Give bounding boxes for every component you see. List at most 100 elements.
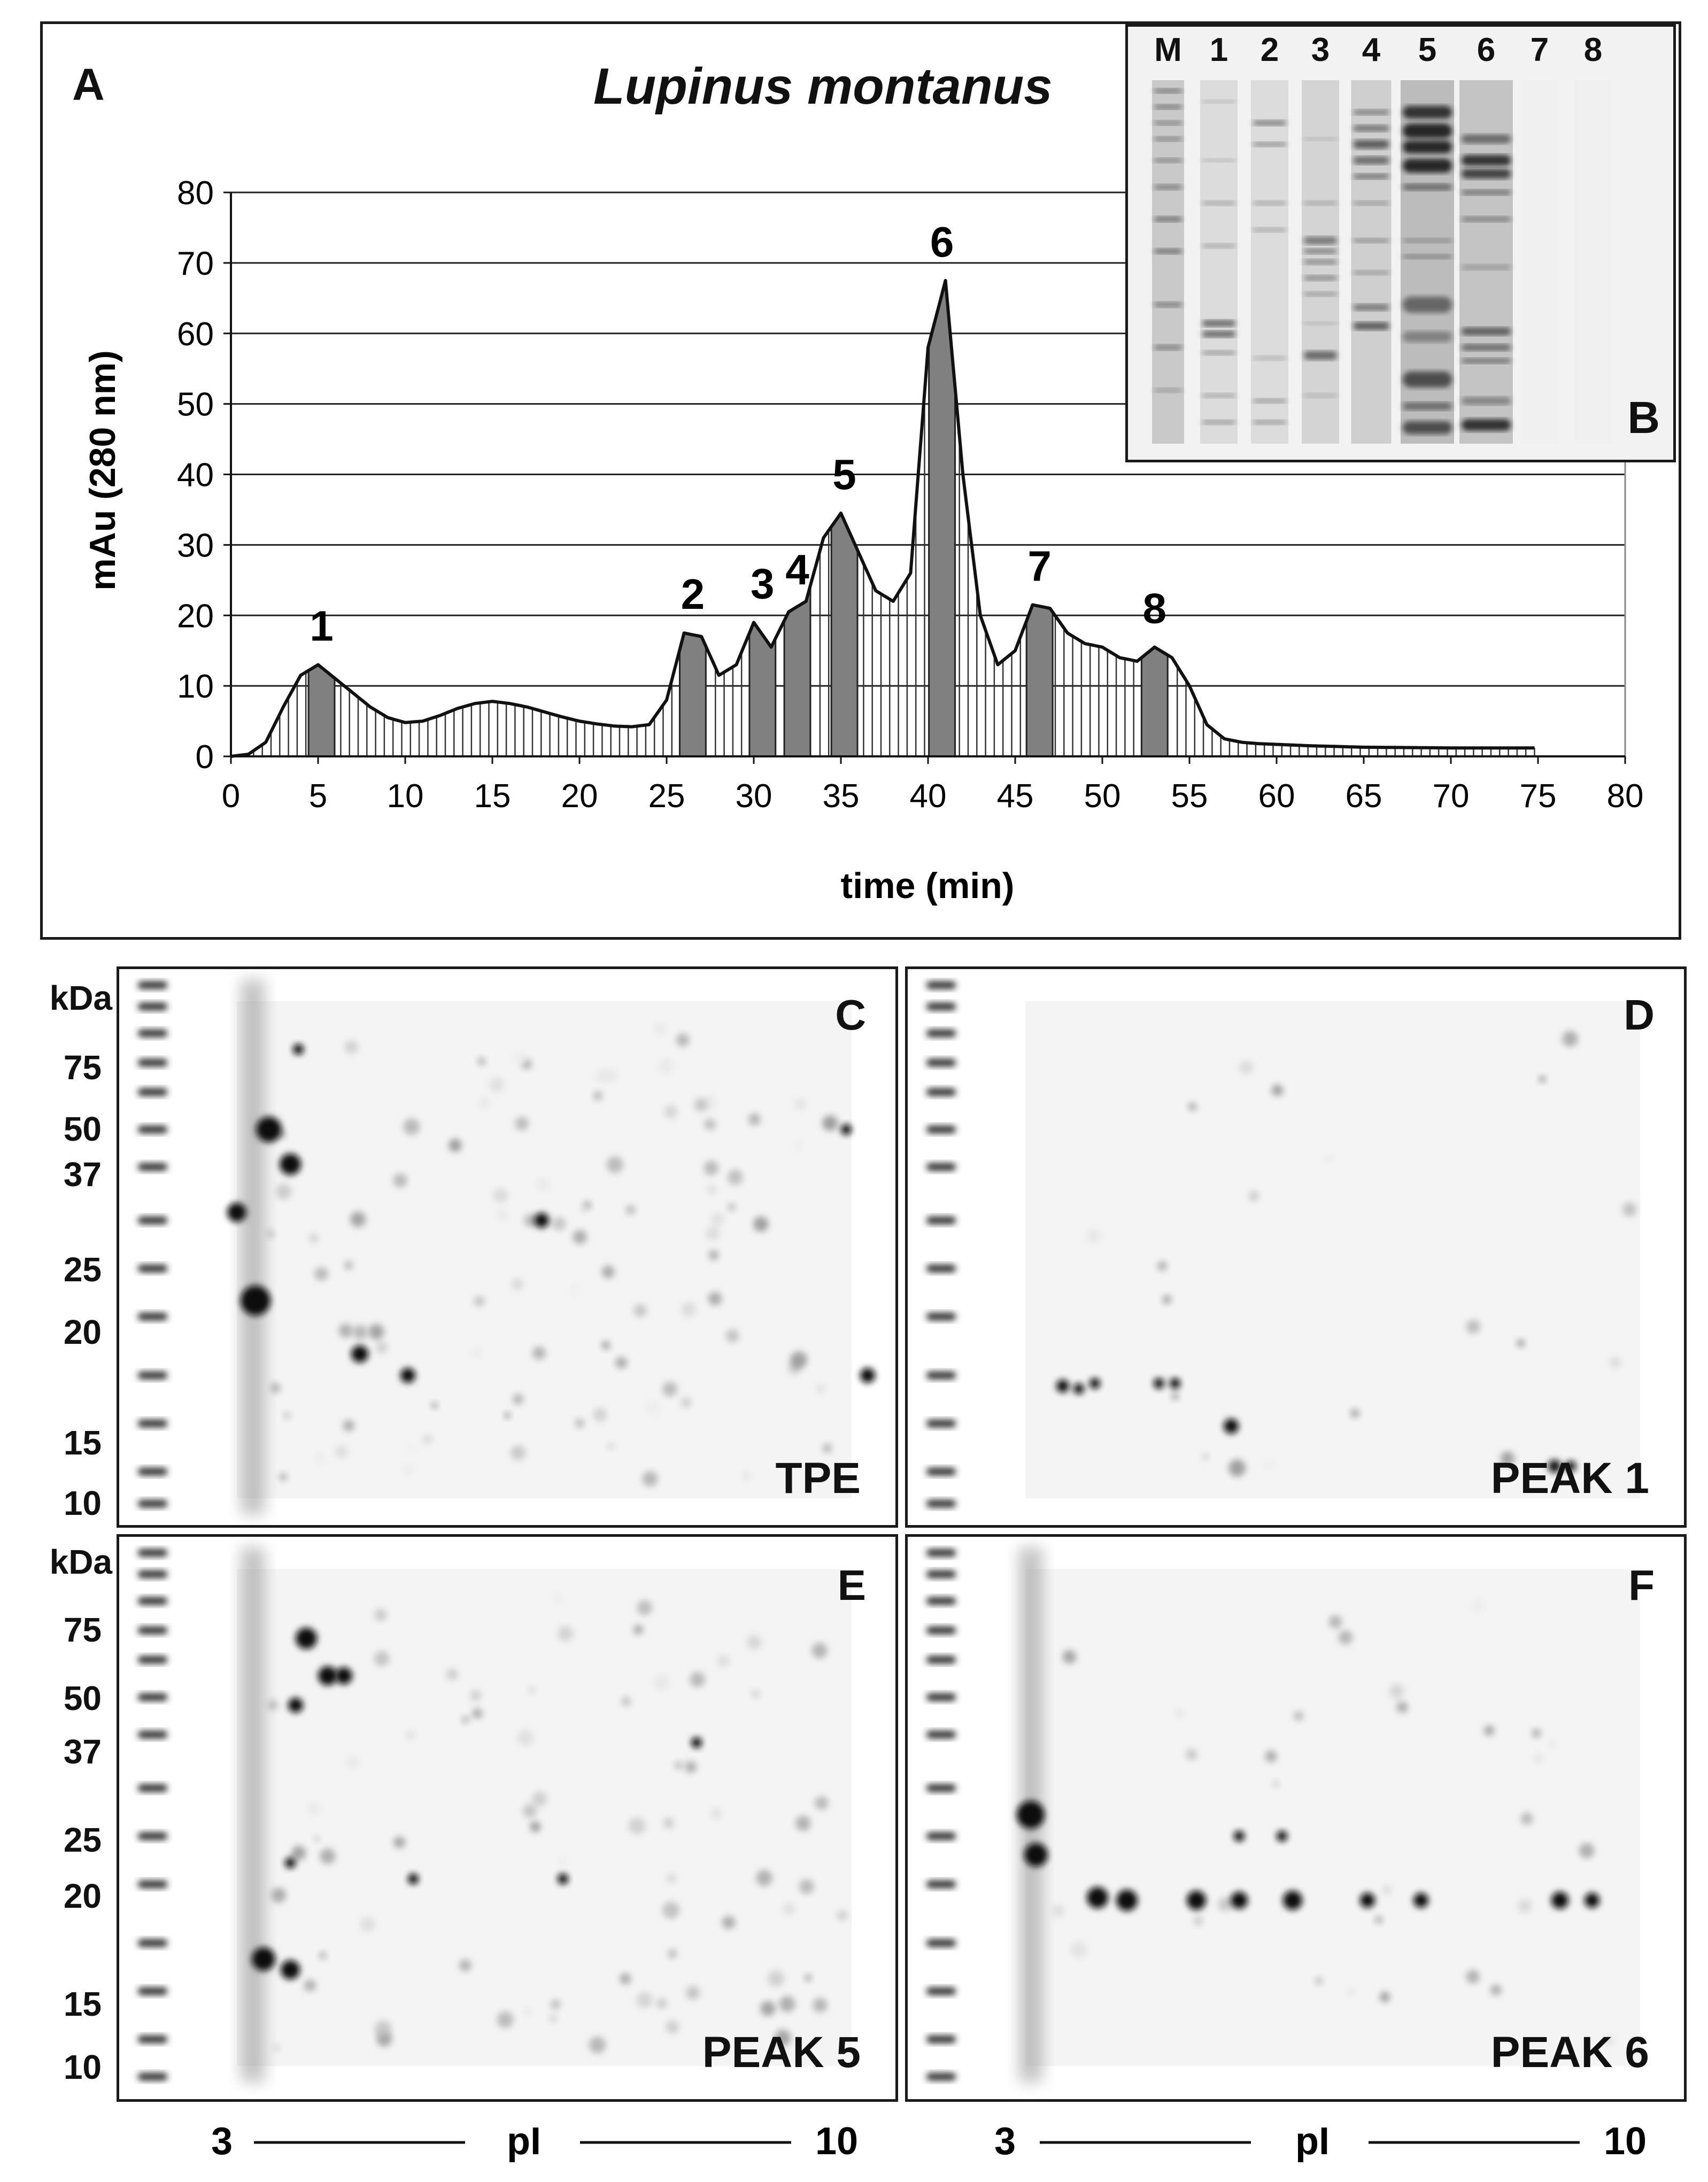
gel-spot	[589, 2036, 606, 2054]
band	[1202, 244, 1235, 248]
gel-spot	[708, 1250, 719, 1260]
gel-spot	[393, 1173, 407, 1188]
gel-spot	[1218, 1897, 1232, 1912]
marker-band	[138, 1987, 167, 1995]
y-tick-label: 70	[177, 245, 214, 282]
marker-band	[138, 1570, 167, 1578]
gel-spot	[760, 2001, 776, 2016]
gel-spot-major	[288, 1698, 303, 1713]
band	[1253, 142, 1286, 146]
x-tick-label: 70	[1433, 778, 1470, 815]
gel-spot	[360, 1917, 375, 1932]
curve-group	[230, 278, 1535, 758]
gel-spot	[1070, 1941, 1087, 1959]
marker-band	[138, 1059, 167, 1066]
kda-unit-label: kDa	[49, 979, 112, 1017]
gel-spot	[694, 1098, 708, 1112]
gel-spot	[664, 1105, 678, 1119]
marker-band	[138, 1597, 167, 1605]
band	[1304, 322, 1337, 325]
gel-spot-major	[400, 1368, 415, 1383]
peak-fraction-8	[1140, 647, 1169, 757]
gel-spot-major	[1413, 1893, 1428, 1908]
gel-spot-major	[408, 1874, 419, 1884]
gel-spot	[406, 1730, 416, 1740]
marker-band	[138, 1500, 167, 1507]
gel-spot	[752, 1690, 760, 1698]
gel-spot	[629, 1817, 646, 1835]
peak-label-2: 2	[681, 570, 705, 618]
gel-spot-major	[227, 1203, 246, 1222]
gel-spot	[530, 1821, 541, 1832]
gel-spot	[790, 1351, 808, 1368]
gel-image-f	[926, 1547, 1640, 2082]
gel-spot	[1579, 1843, 1595, 1859]
gel-spot	[267, 1700, 279, 1711]
band	[1403, 159, 1452, 173]
peak-label-5: 5	[832, 451, 856, 498]
gel-spot	[805, 1974, 812, 1982]
gel-spot-major	[256, 1117, 282, 1142]
gel-background	[237, 1001, 852, 1498]
kda-mark-50: 50	[63, 1110, 102, 1148]
marker-band	[926, 1987, 956, 1995]
band	[1304, 201, 1337, 205]
gel-spot	[345, 1040, 358, 1054]
band	[1462, 135, 1511, 143]
band	[1304, 249, 1337, 254]
marker-band	[926, 1059, 956, 1066]
band	[1353, 238, 1389, 243]
gel-spot	[1374, 1915, 1383, 1924]
y-axis-label: mAu (280 nm)	[82, 350, 123, 591]
band	[1154, 121, 1182, 125]
gel-spot	[717, 1654, 730, 1668]
gel-spot	[271, 1887, 287, 1903]
gel-spot	[667, 1874, 676, 1883]
gel-spot	[352, 1325, 368, 1340]
peak-fraction-5	[830, 513, 859, 757]
kda-mark-75: 75	[63, 1048, 102, 1087]
gel-spot	[558, 1626, 574, 1642]
band	[1154, 388, 1182, 392]
band	[1253, 420, 1286, 424]
gel-spot	[674, 1761, 683, 1770]
band	[1353, 270, 1389, 275]
gel-spot	[446, 1668, 459, 1681]
gel-spot	[725, 1329, 739, 1343]
peak-label-3: 3	[751, 560, 775, 607]
gel-spot-major	[1154, 1378, 1164, 1389]
gel-spot	[368, 1324, 384, 1340]
peak-labels: 1 2 3 4 5 6 7 8	[310, 218, 1166, 650]
x-tick-label: 55	[1171, 778, 1208, 815]
gel-spot	[532, 1347, 546, 1360]
x-tick-label: 35	[823, 778, 860, 815]
gel-spot	[1484, 1725, 1495, 1736]
kda-mark-15: 15	[63, 1423, 102, 1462]
gel-spot	[536, 1177, 551, 1192]
gel-spot	[523, 1804, 537, 1819]
gel-spot	[727, 1169, 743, 1185]
marker-band	[138, 1784, 167, 1792]
marker-band	[138, 2073, 167, 2080]
gel-spot	[307, 1803, 320, 1815]
gel-spot	[1271, 1085, 1284, 1096]
gel-spot-major	[1017, 1801, 1045, 1829]
peak-fraction-2	[678, 632, 707, 757]
x-tick-label: 25	[648, 778, 685, 815]
gel-name-peak-6: PEAK 6	[1490, 2028, 1649, 2077]
gel-letter-d: D	[1624, 991, 1655, 1039]
gel-spot-major	[1224, 1419, 1239, 1434]
gel-spot-major	[1087, 1887, 1108, 1908]
band	[1202, 351, 1235, 355]
gel-spot	[515, 1117, 529, 1131]
gel-spot	[722, 1916, 736, 1929]
gel-spot	[279, 1473, 288, 1481]
x-axis-label: time (min)	[841, 865, 1015, 906]
gel-spot-major	[1548, 1460, 1561, 1473]
marker-band	[926, 1030, 956, 1037]
lane-1	[1200, 80, 1238, 444]
gel-panel-c: C TPE	[117, 966, 898, 1528]
band	[1462, 155, 1511, 166]
gel-spot-major	[296, 1628, 317, 1649]
gel-spot	[728, 1203, 736, 1211]
